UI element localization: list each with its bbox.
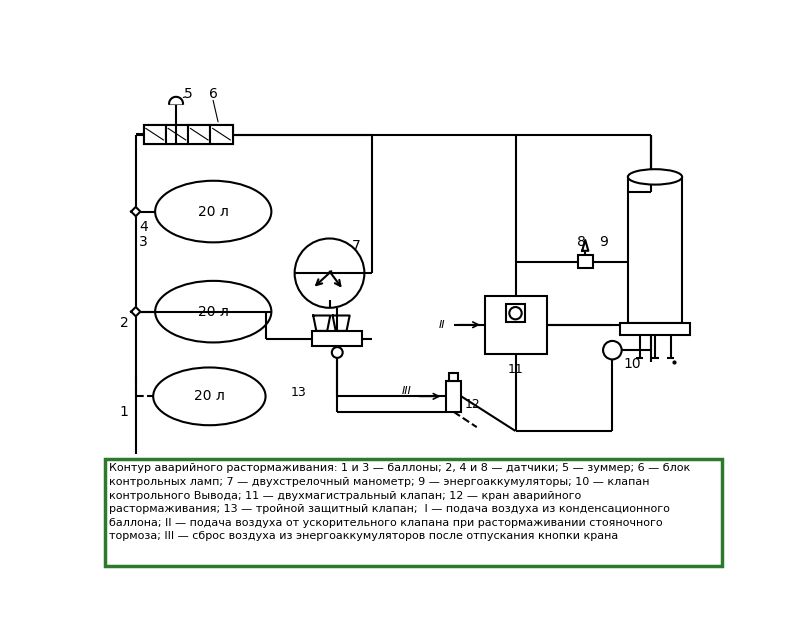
Text: 20 л: 20 л bbox=[198, 305, 228, 319]
Text: 11: 11 bbox=[508, 363, 524, 376]
Bar bbox=[484, 296, 546, 354]
Bar bbox=[628, 177, 682, 323]
Text: 9: 9 bbox=[599, 236, 608, 250]
Circle shape bbox=[295, 239, 365, 308]
FancyBboxPatch shape bbox=[105, 460, 722, 566]
Ellipse shape bbox=[155, 180, 271, 243]
Polygon shape bbox=[131, 307, 140, 316]
Bar bbox=[506, 304, 525, 323]
Bar bbox=[144, 125, 232, 144]
Ellipse shape bbox=[628, 169, 682, 184]
Text: 3: 3 bbox=[139, 236, 148, 250]
Text: 12: 12 bbox=[465, 397, 481, 410]
Text: 2: 2 bbox=[119, 316, 128, 330]
Bar bbox=[312, 331, 362, 346]
Text: II: II bbox=[439, 320, 445, 330]
Text: 1: 1 bbox=[119, 404, 128, 419]
Text: 10: 10 bbox=[623, 357, 641, 371]
Bar bbox=[578, 255, 593, 268]
Ellipse shape bbox=[155, 281, 271, 342]
Text: 20 л: 20 л bbox=[194, 389, 225, 403]
Polygon shape bbox=[582, 240, 588, 251]
Text: 20 л: 20 л bbox=[198, 205, 228, 218]
Polygon shape bbox=[332, 316, 349, 331]
Polygon shape bbox=[313, 316, 330, 331]
Polygon shape bbox=[131, 207, 140, 216]
Polygon shape bbox=[169, 97, 183, 104]
Bar bbox=[144, 125, 165, 144]
Bar bbox=[445, 381, 462, 412]
Text: 8: 8 bbox=[577, 236, 586, 250]
Text: 13: 13 bbox=[291, 386, 307, 399]
Bar bbox=[211, 125, 232, 144]
Ellipse shape bbox=[153, 367, 266, 425]
Text: 6: 6 bbox=[209, 87, 218, 100]
Text: 5: 5 bbox=[184, 87, 193, 100]
Text: Контур аварийного растормаживания: 1 и 3 — баллоны; 2, 4 и 8 — датчики; 5 — зумм: Контур аварийного растормаживания: 1 и 3… bbox=[109, 463, 690, 541]
Bar bbox=[165, 125, 188, 144]
Text: III: III bbox=[402, 386, 412, 396]
Text: 7: 7 bbox=[352, 239, 361, 253]
Circle shape bbox=[332, 347, 343, 358]
Bar bbox=[449, 373, 458, 381]
Circle shape bbox=[603, 341, 621, 360]
Circle shape bbox=[509, 307, 521, 319]
Bar bbox=[188, 125, 211, 144]
Text: 4: 4 bbox=[139, 220, 148, 234]
Bar bbox=[620, 323, 690, 335]
